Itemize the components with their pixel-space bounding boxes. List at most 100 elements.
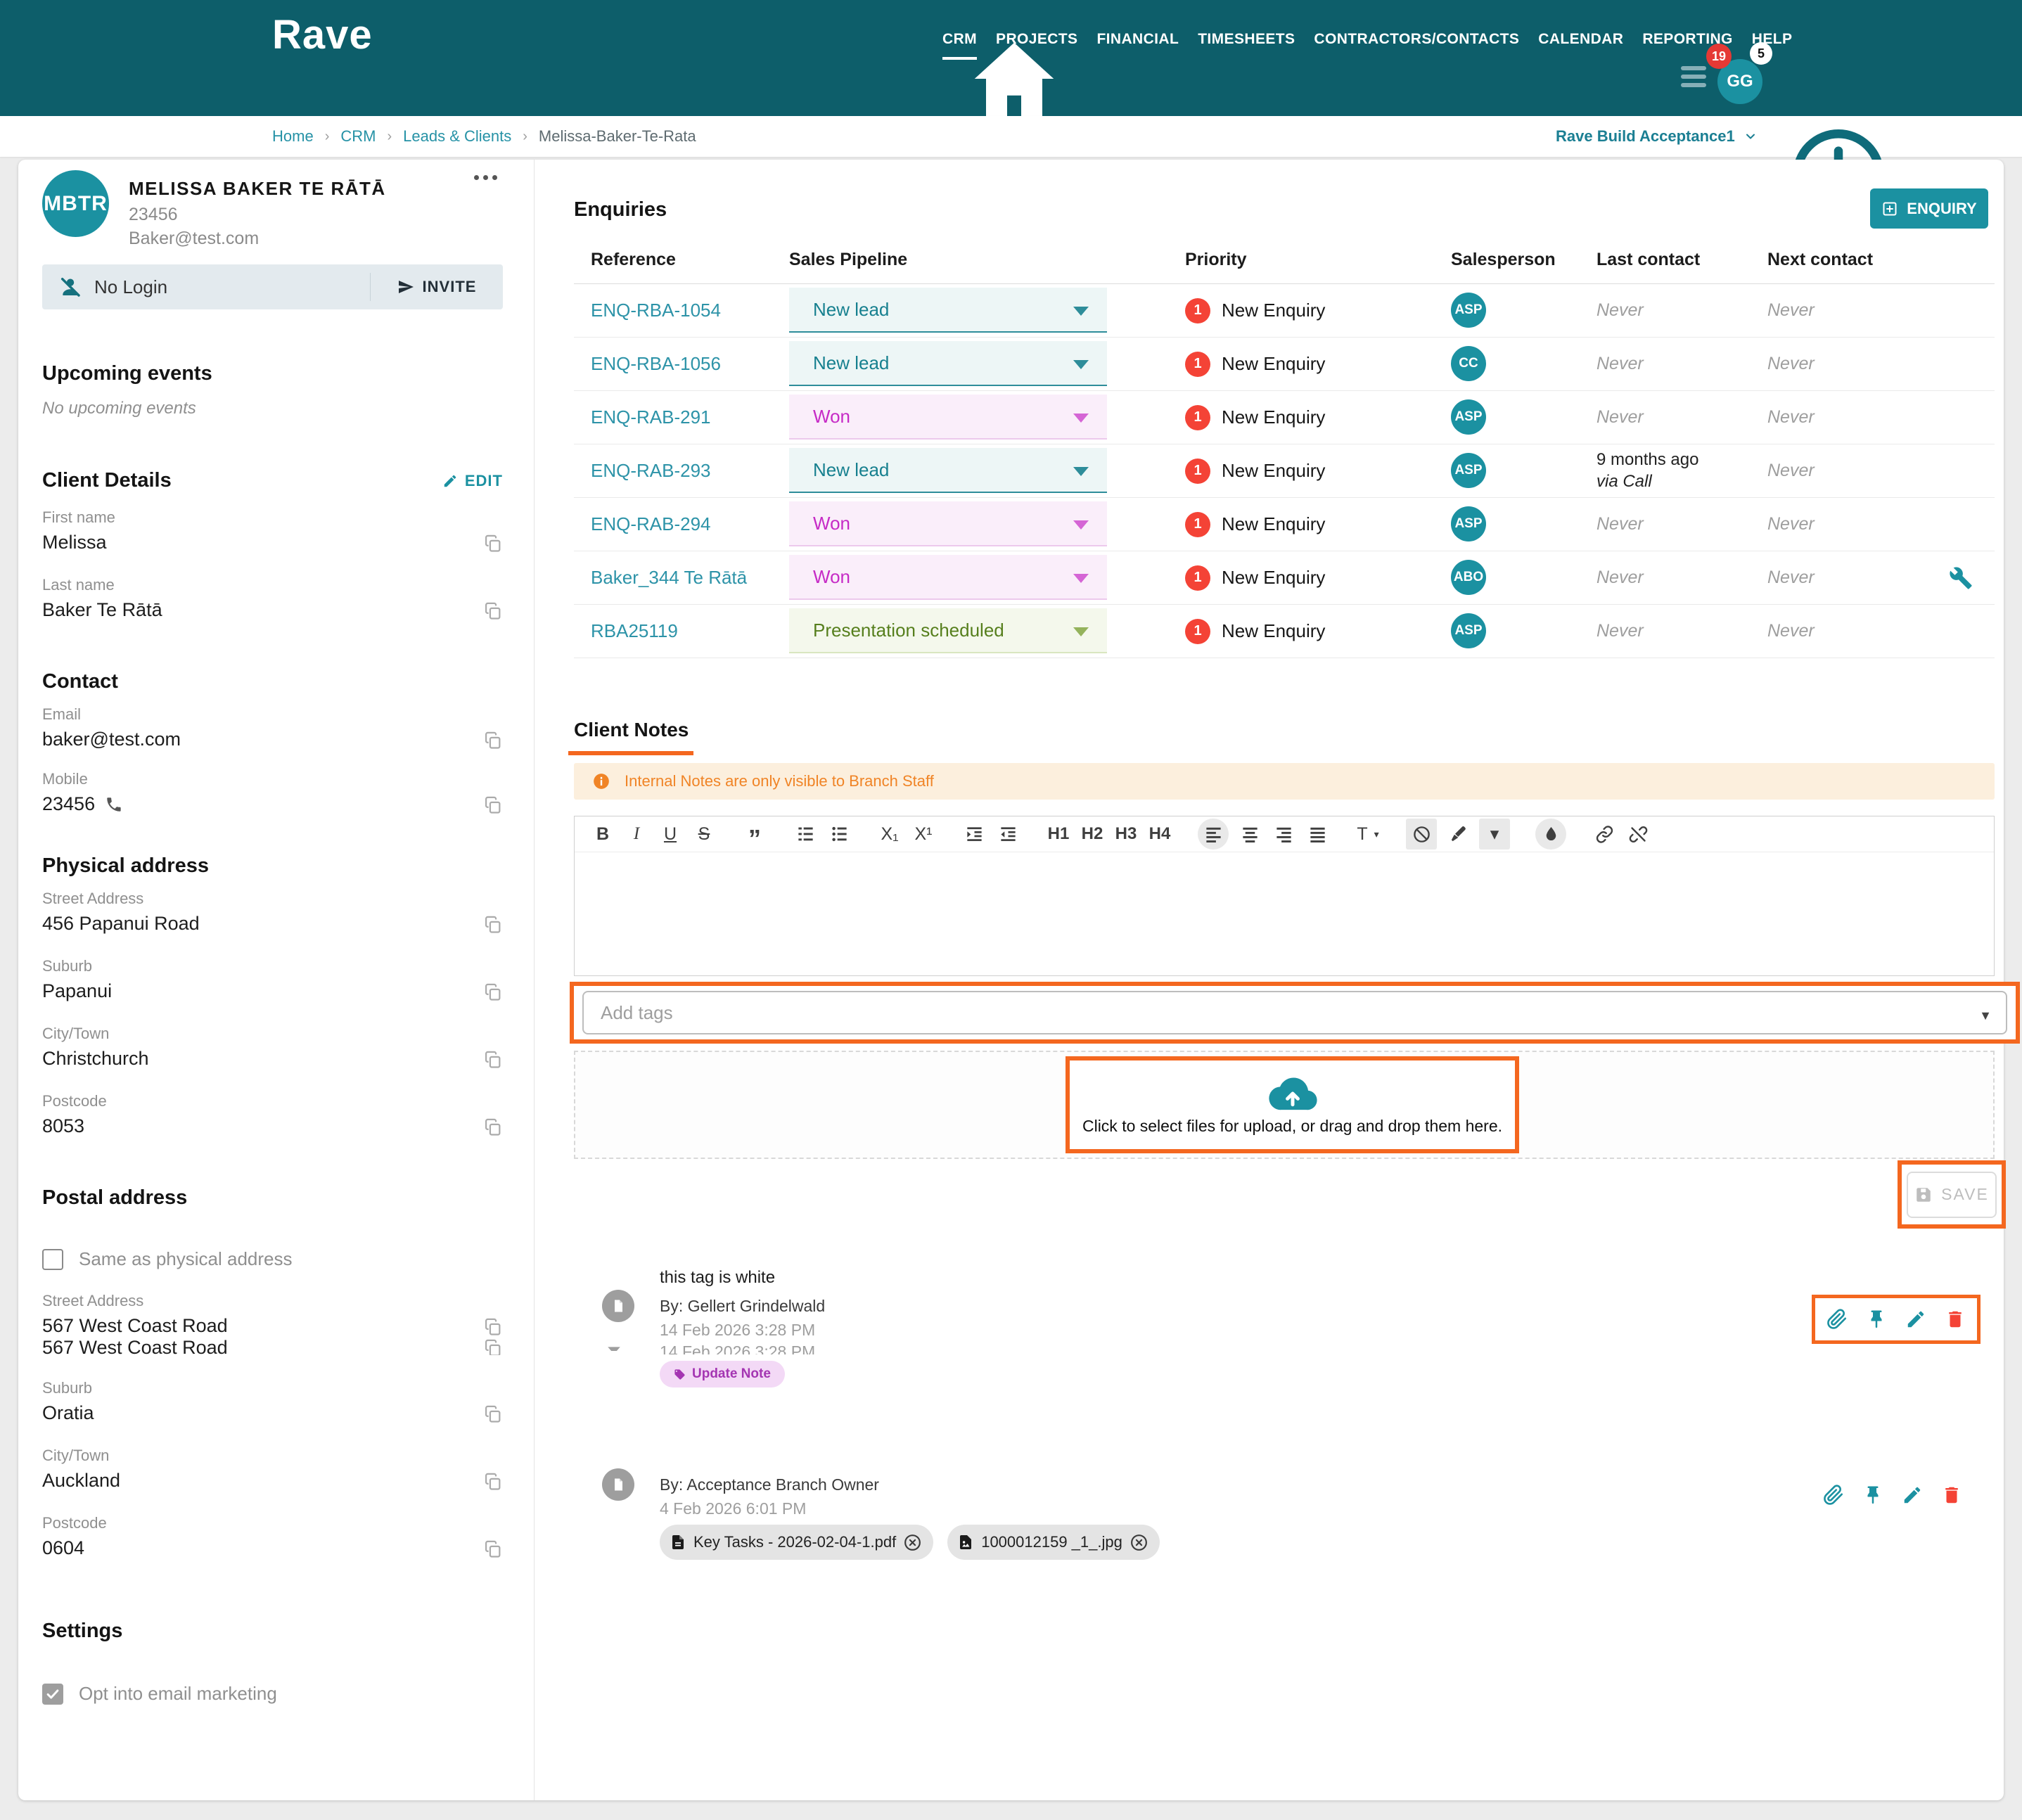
- notification-badge-white[interactable]: 5: [1750, 42, 1772, 65]
- toolbar-align-right-button[interactable]: [1271, 819, 1296, 850]
- nav-item-timesheets[interactable]: TIMESHEETS: [1198, 31, 1295, 48]
- delete-icon[interactable]: [1945, 1309, 1966, 1330]
- last-contact-cell: 9 months agovia Call: [1597, 444, 1698, 497]
- toolbar-text-style-button[interactable]: T▾: [1355, 819, 1381, 850]
- same-as-physical-checkbox[interactable]: [42, 1249, 63, 1270]
- note-editor-body[interactable]: [575, 852, 1994, 976]
- toolbar-highlighter-caret-button[interactable]: ▾: [1479, 819, 1510, 850]
- hamburger-menu-icon[interactable]: [1681, 66, 1708, 87]
- toolbar-align-left-button[interactable]: [1198, 819, 1229, 850]
- copy-icon[interactable]: [483, 731, 503, 750]
- breadcrumb-link[interactable]: Home: [272, 127, 314, 146]
- enquiry-reference-link[interactable]: ENQ-RBA-1056: [591, 338, 721, 390]
- toolbar-unlink-button[interactable]: [1625, 819, 1651, 850]
- sales-pipeline-select[interactable]: New lead: [789, 341, 1107, 386]
- breadcrumb-link[interactable]: Leads & Clients: [403, 127, 511, 146]
- toolbar-italic-button[interactable]: I: [624, 819, 649, 850]
- nav-item-financial[interactable]: FINANCIAL: [1096, 31, 1179, 48]
- copy-icon[interactable]: [483, 1317, 503, 1337]
- app-logo[interactable]: Rave: [272, 11, 373, 58]
- toolbar-subscript-button[interactable]: X₁: [877, 819, 902, 850]
- pin-icon[interactable]: [1862, 1485, 1883, 1506]
- history-clock-icon[interactable]: [1733, 122, 1761, 150]
- copy-icon[interactable]: [483, 1338, 503, 1355]
- enquiry-reference-link[interactable]: ENQ-RAB-291: [591, 391, 711, 444]
- copy-icon[interactable]: [483, 534, 503, 553]
- sales-pipeline-select[interactable]: New lead: [789, 448, 1107, 493]
- sales-pipeline-select[interactable]: New lead: [789, 288, 1107, 333]
- note-date: 14 Feb 2026 3:28 PM: [660, 1321, 815, 1340]
- nav-item-calendar[interactable]: CALENDAR: [1538, 31, 1623, 48]
- toolbar-strikethrough-button[interactable]: S: [691, 819, 717, 850]
- priority-label: New Enquiry: [1222, 460, 1325, 482]
- phone-icon[interactable]: [105, 795, 123, 814]
- sales-pipeline-select[interactable]: Presentation scheduled: [789, 608, 1107, 653]
- toolbar-unordered-list-button[interactable]: [826, 819, 852, 850]
- copy-icon[interactable]: [483, 601, 503, 621]
- breadcrumb-link[interactable]: CRM: [340, 127, 376, 146]
- toolbar-heading-1-button[interactable]: H1: [1046, 819, 1071, 850]
- add-tags-input[interactable]: [582, 991, 2007, 1034]
- edit-icon[interactable]: [1905, 1309, 1926, 1330]
- toolbar-fill-color-button[interactable]: [1535, 819, 1566, 850]
- tab-client-notes[interactable]: Client Notes: [574, 719, 689, 741]
- nav-item-projects[interactable]: PROJECTS: [996, 31, 1077, 48]
- save-button[interactable]: SAVE: [1907, 1172, 1997, 1218]
- toolbar-highlighter-button[interactable]: [1445, 819, 1471, 850]
- toolbar-align-justify-button[interactable]: [1305, 819, 1330, 850]
- toolbar-heading-4-button[interactable]: H4: [1147, 819, 1172, 850]
- delete-icon[interactable]: [1941, 1485, 1962, 1506]
- table-row: RBA25119Presentation scheduled1New Enqui…: [574, 605, 1995, 658]
- note-actions-highlight: [1812, 1295, 1981, 1344]
- pin-icon[interactable]: [1866, 1309, 1887, 1330]
- toolbar-superscript-button[interactable]: X¹: [911, 819, 936, 850]
- enquiry-reference-link[interactable]: ENQ-RAB-293: [591, 444, 711, 497]
- upload-highlight-box[interactable]: Click to select files for upload, or dra…: [1066, 1056, 1519, 1153]
- nav-item-contractors-contacts[interactable]: CONTRACTORS/CONTACTS: [1314, 31, 1519, 48]
- copy-icon[interactable]: [483, 1539, 503, 1559]
- next-contact-cell: Never: [1767, 551, 1815, 604]
- sales-pipeline-select[interactable]: Won: [789, 555, 1107, 600]
- enquiry-reference-link[interactable]: ENQ-RAB-294: [591, 498, 711, 551]
- environment-selector[interactable]: Rave Build Acceptance1: [1556, 116, 1758, 157]
- toolbar-link-button[interactable]: [1592, 819, 1617, 850]
- toolbar-align-center-button[interactable]: [1237, 819, 1262, 850]
- opt-in-checkbox[interactable]: [42, 1684, 63, 1705]
- toolbar-bold-button[interactable]: B: [590, 819, 615, 850]
- toolbar-heading-2-button[interactable]: H2: [1080, 819, 1105, 850]
- copy-icon[interactable]: [483, 982, 503, 1002]
- copy-icon[interactable]: [483, 1472, 503, 1492]
- edit-button[interactable]: EDIT: [442, 472, 503, 490]
- edit-icon[interactable]: [1902, 1485, 1923, 1506]
- file-dropzone[interactable]: Click to select files for upload, or dra…: [574, 1051, 1995, 1159]
- copy-icon[interactable]: [483, 1050, 503, 1070]
- toolbar-outdent-button[interactable]: [995, 819, 1020, 850]
- sales-pipeline-select[interactable]: Won: [789, 395, 1107, 440]
- new-enquiry-button[interactable]: ENQUIRY: [1870, 188, 1988, 229]
- toolbar-heading-3-button[interactable]: H3: [1113, 819, 1139, 850]
- enquiry-reference-link[interactable]: RBA25119: [591, 605, 678, 658]
- home-icon[interactable]: [909, 30, 928, 49]
- toolbar-blockquote-button[interactable]: ”: [742, 819, 767, 850]
- nav-item-crm[interactable]: CRM: [942, 31, 977, 48]
- attach-icon[interactable]: [1826, 1309, 1848, 1330]
- remove-attachment-icon[interactable]: [1130, 1533, 1148, 1552]
- more-options-icon[interactable]: [474, 175, 497, 180]
- toolbar-indent-button[interactable]: [961, 819, 987, 850]
- invite-button[interactable]: INVITE: [371, 278, 503, 296]
- tools-icon[interactable]: [1949, 566, 1973, 590]
- toolbar-clear-format-button[interactable]: [1406, 819, 1437, 850]
- toolbar-underline-button[interactable]: U: [658, 819, 683, 850]
- copy-icon[interactable]: [483, 1404, 503, 1424]
- copy-icon[interactable]: [483, 795, 503, 815]
- notification-badge-red[interactable]: 19: [1706, 44, 1732, 69]
- remove-attachment-icon[interactable]: [903, 1533, 922, 1552]
- attach-icon[interactable]: [1823, 1485, 1844, 1506]
- toolbar-ordered-list-button[interactable]: [793, 819, 818, 850]
- copy-icon[interactable]: [483, 915, 503, 935]
- enquiry-reference-link[interactable]: Baker_344 Te Rātā: [591, 551, 747, 604]
- enquiry-reference-link[interactable]: ENQ-RBA-1054: [591, 284, 721, 337]
- sales-pipeline-select[interactable]: Won: [789, 501, 1107, 546]
- copy-icon[interactable]: [483, 1117, 503, 1137]
- tags-dropdown-icon[interactable]: ▼: [1979, 1008, 1992, 1023]
